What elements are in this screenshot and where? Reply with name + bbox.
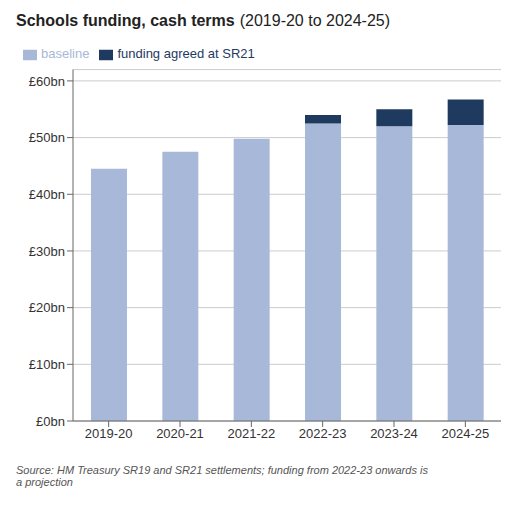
svg-text:2020-21: 2020-21: [156, 426, 204, 441]
svg-text:2023-24: 2023-24: [370, 426, 418, 441]
svg-text:£60bn: £60bn: [29, 74, 65, 89]
html-text:Schools funding, cash terms (2: Schools funding, cash terms (2019-20 to …: [16, 12, 390, 29]
svg-text:2021-22: 2021-22: [227, 426, 275, 441]
svg-text:2019-20: 2019-20: [85, 426, 133, 441]
html-text:baseline: baseline: [41, 46, 90, 61]
svg-text:£10bn: £10bn: [29, 357, 65, 372]
svg-text:£30bn: £30bn: [29, 244, 65, 259]
svg-text:£0bn: £0bn: [36, 414, 65, 429]
svg-text:2024-25: 2024-25: [441, 426, 489, 441]
svg-text:£20bn: £20bn: [29, 300, 65, 315]
svg-text:£40bn: £40bn: [29, 187, 65, 202]
svg-text:£50bn: £50bn: [29, 130, 65, 145]
svg-text:2022-23: 2022-23: [299, 426, 347, 441]
html-text:Source: HM Treasury SR19 and S: Source: HM Treasury SR19 and SR21 settle…: [16, 464, 428, 488]
html-text:funding agreed at SR21: funding agreed at SR21: [117, 46, 255, 61]
